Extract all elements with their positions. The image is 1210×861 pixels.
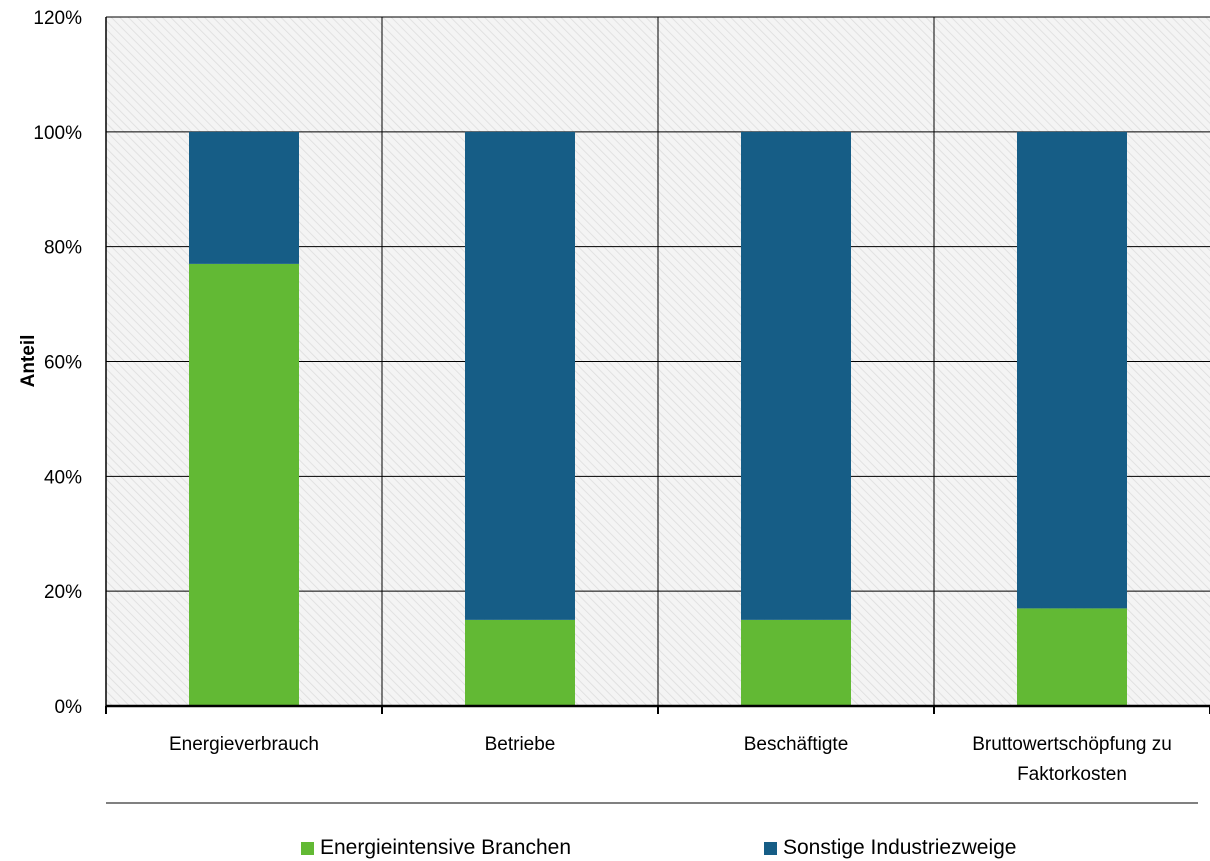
x-category-labels: Energieverbrauch Betriebe Beschäftigte Brut… <box>169 734 1172 785</box>
y-tick-label: 0% <box>55 697 83 718</box>
y-tick-label: 120% <box>33 8 82 29</box>
legend-label: Energieintensive Branchen <box>320 836 571 859</box>
x-category-label: Energieverbrauch <box>169 734 319 755</box>
bar-segment <box>189 131 299 264</box>
axes <box>105 17 1210 714</box>
legend-item-sonstige: Sonstige Industriezweige <box>764 836 1016 860</box>
legend-swatch <box>301 841 314 855</box>
bar-segment <box>465 131 575 620</box>
bar-segment <box>465 619 575 706</box>
legend-label: Sonstige Industriezweige <box>783 836 1017 859</box>
bar-segment <box>1017 131 1127 609</box>
y-tick-label: 100% <box>33 123 82 144</box>
legend-item-energieintensive: Energieintensive Branchen <box>301 836 571 860</box>
bar-segment <box>741 619 851 706</box>
y-tick-label: 60% <box>44 353 82 374</box>
y-tick-label: 80% <box>44 238 82 259</box>
bar-segment <box>741 131 851 620</box>
y-axis-title: Anteil <box>18 335 39 388</box>
legend-swatch <box>764 841 777 855</box>
y-tick-label: 20% <box>44 582 82 603</box>
x-category-label: Bruttowertschöpfung zu Faktorkosten <box>972 734 1172 785</box>
bar-segment <box>1017 608 1127 706</box>
y-tick-labels: 0% 20% 40% 60% 80% 100% 120% <box>33 8 82 718</box>
x-category-label: Betriebe <box>485 734 556 755</box>
bars <box>189 131 1127 706</box>
y-tick-label: 40% <box>44 467 82 488</box>
bar-segment <box>189 263 299 706</box>
legend: Energieintensive Branchen Sonstige Indus… <box>0 836 1210 861</box>
x-category-label: Beschäftigte <box>744 734 849 755</box>
